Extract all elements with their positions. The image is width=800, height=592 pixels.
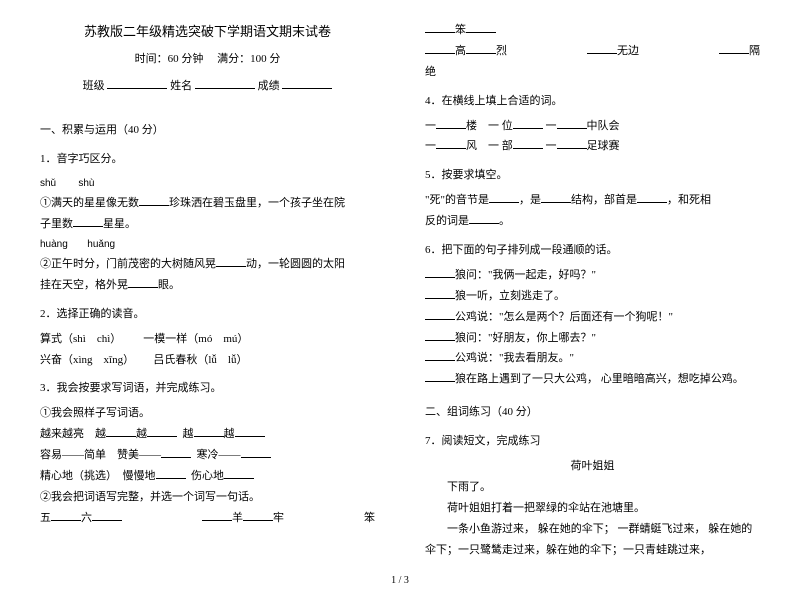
question-7: 7．阅读短文，完成练习 <box>425 431 760 452</box>
q4-line-a: 一楼 一 位 一中队会 <box>425 116 760 137</box>
question-5: 5．按要求填空。 <box>425 165 760 186</box>
doc-subtitle: 时间：60 分钟 满分：100 分 <box>40 49 375 70</box>
q3-line-a: 越来越亮 越越 越越 <box>40 424 375 445</box>
q3-fill-row: 五六 羊牢 笨 <box>40 508 375 529</box>
pinyin-row-1: shǔ shù <box>40 174 375 193</box>
q6-l3: 公鸡说："怎么是两个？后面还有一个狗呢！" <box>425 307 760 328</box>
question-1: 1．音字巧区分。 <box>40 149 375 170</box>
r-cont-row1: 笨 <box>425 20 760 41</box>
q7-p3: 一条小鱼游过来， 躲在她的伞下； 一群蜻蜓飞过来， 躲在她的伞下；一只鹭鸶走过来… <box>425 519 760 561</box>
q6-l6: 狼在路上遇到了一只大公鸡， 心里暗暗高兴，想吃掉公鸡。 <box>425 369 760 390</box>
left-column: 苏教版二年级精选突破下学期语文期末试卷 时间：60 分钟 满分：100 分 班级… <box>40 20 375 560</box>
q1-text-2b: 挂在天空，格外晃眼。 <box>40 275 375 296</box>
question-3: 3．我会按要求写词语，并完成练习。 <box>40 378 375 399</box>
q7-p1: 下雨了。 <box>425 477 760 498</box>
q1-text-1: ①满天的星星像无数珍珠洒在碧玉盘里，一个孩子坐在院 <box>40 193 375 214</box>
page-footer: 1 / 3 <box>0 575 800 586</box>
q6-l1: 狼问："我俩一起走，好吗？" <box>425 265 760 286</box>
question-6: 6．把下面的句子排列成一段通顺的话。 <box>425 240 760 261</box>
section-2-heading: 二、组词练习（40 分） <box>425 402 760 423</box>
q7-title: 荷叶姐姐 <box>425 456 760 477</box>
r-cont-row3: 绝 <box>425 62 760 83</box>
q6-l4: 狼问："好朋友，你上哪去？" <box>425 328 760 349</box>
q3-line-b: 容易——简单 赞美—— 寒冷—— <box>40 445 375 466</box>
question-2: 2．选择正确的读音。 <box>40 304 375 325</box>
q3-line-c: 精心地（挑选） 慢慢地 伤心地 <box>40 466 375 487</box>
q4-line-b: 一风 一 部 一足球赛 <box>425 136 760 157</box>
q1-text-2: ②正午时分，门前茂密的大树随风晃动，一轮圆圆的太阳 <box>40 254 375 275</box>
q6-l5: 公鸡说："我去看朋友。" <box>425 348 760 369</box>
q6-l2: 狼一听，立刻逃走了。 <box>425 286 760 307</box>
r-cont-row2: 高烈 无边 隔 <box>425 41 760 62</box>
pinyin-row-2: huàng huǎng <box>40 235 375 254</box>
q3-sub2: ②我会把词语写完整，并选一个词写一句话。 <box>40 487 375 508</box>
doc-title: 苏教版二年级精选突破下学期语文期末试卷 <box>40 20 375 45</box>
doc-info: 班级 姓名 成绩 <box>40 76 375 97</box>
q1-text-1b: 子里数星星。 <box>40 214 375 235</box>
right-column: 笨 高烈 无边 隔 绝 4．在横线上填上合适的词。 一楼 一 位 一中队会 一风… <box>425 20 760 560</box>
q5-text: "死"的音节是，是结构，部首是，和死相 <box>425 190 760 211</box>
q5-text2: 反的词是。 <box>425 211 760 232</box>
q2-row1: 算式（shì chì） 一模一样（mó mú） <box>40 329 375 350</box>
q3-sub1: ①我会照样子写词语。 <box>40 403 375 424</box>
q2-row2: 兴奋（xìng xīng） 吕氏春秋（lǚ lǚ） <box>40 350 375 371</box>
question-4: 4．在横线上填上合适的词。 <box>425 91 760 112</box>
section-1-heading: 一、积累与运用（40 分） <box>40 120 375 141</box>
q7-p2: 荷叶姐姐打着一把翠绿的伞站在池塘里。 <box>425 498 760 519</box>
